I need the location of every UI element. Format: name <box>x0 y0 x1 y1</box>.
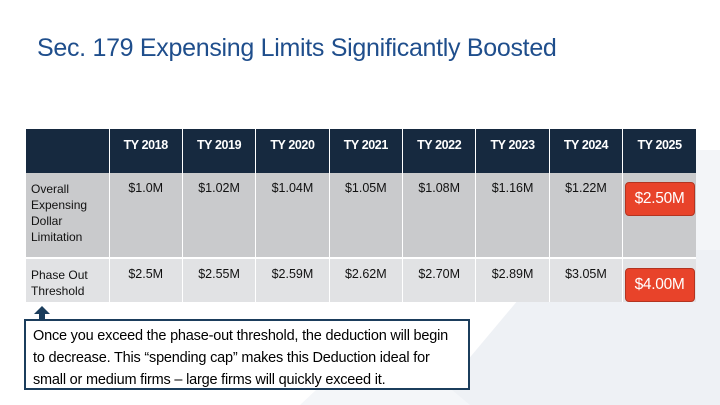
table-row-phase-out-threshold: Phase Out Threshold $2.5M $2.55M $2.59M … <box>26 258 696 302</box>
table-cell: $1.08M <box>402 173 477 259</box>
table-cell: $2.59M <box>255 258 330 302</box>
header-ty-2019: TY 2019 <box>182 129 257 173</box>
table-cell: $1.02M <box>182 173 257 259</box>
arrow-up-icon <box>34 306 50 326</box>
header-ty-2018: TY 2018 <box>109 129 183 173</box>
header-ty-2025: TY 2025 <box>622 129 696 173</box>
table-row-dollar-limitation: Overall Expensing Dollar Limitation $1.0… <box>26 173 696 259</box>
header-ty-2020: TY 2020 <box>255 129 330 173</box>
table-cell: $2.89M <box>475 258 550 302</box>
table-cell: $1.16M <box>475 173 550 259</box>
header-ty-2024: TY 2024 <box>549 129 624 173</box>
table-cell: $2.5M <box>109 258 183 302</box>
row-label: Overall Expensing Dollar Limitation <box>26 173 110 259</box>
highlight-badge: $2.50M <box>624 182 695 216</box>
callout-note: Once you exceed the phase-out threshold,… <box>24 319 470 390</box>
header-ty-2023: TY 2023 <box>475 129 550 173</box>
table-cell: $2.62M <box>329 258 404 302</box>
header-empty <box>26 129 110 173</box>
table-header-row: TY 2018 TY 2019 TY 2020 TY 2021 TY 2022 … <box>26 129 696 173</box>
table-cell: $2.55M <box>182 258 257 302</box>
header-ty-2021: TY 2021 <box>329 129 404 173</box>
slide-title: Sec. 179 Expensing Limits Significantly … <box>37 34 557 62</box>
highlight-badge: $4.00M <box>624 268 695 302</box>
table-cell: $1.0M <box>109 173 183 259</box>
table-cell: $1.04M <box>255 173 330 259</box>
table-cell-highlight: $2.50M <box>622 173 696 259</box>
table-cell: $1.05M <box>329 173 404 259</box>
header-ty-2022: TY 2022 <box>402 129 477 173</box>
table-cell: $3.05M <box>549 258 624 302</box>
table-cell-highlight: $4.00M <box>622 258 696 302</box>
expensing-limits-table: TY 2018 TY 2019 TY 2020 TY 2021 TY 2022 … <box>26 129 696 302</box>
row-label: Phase Out Threshold <box>26 258 110 302</box>
table-cell: $1.22M <box>549 173 624 259</box>
table-cell: $2.70M <box>402 258 477 302</box>
